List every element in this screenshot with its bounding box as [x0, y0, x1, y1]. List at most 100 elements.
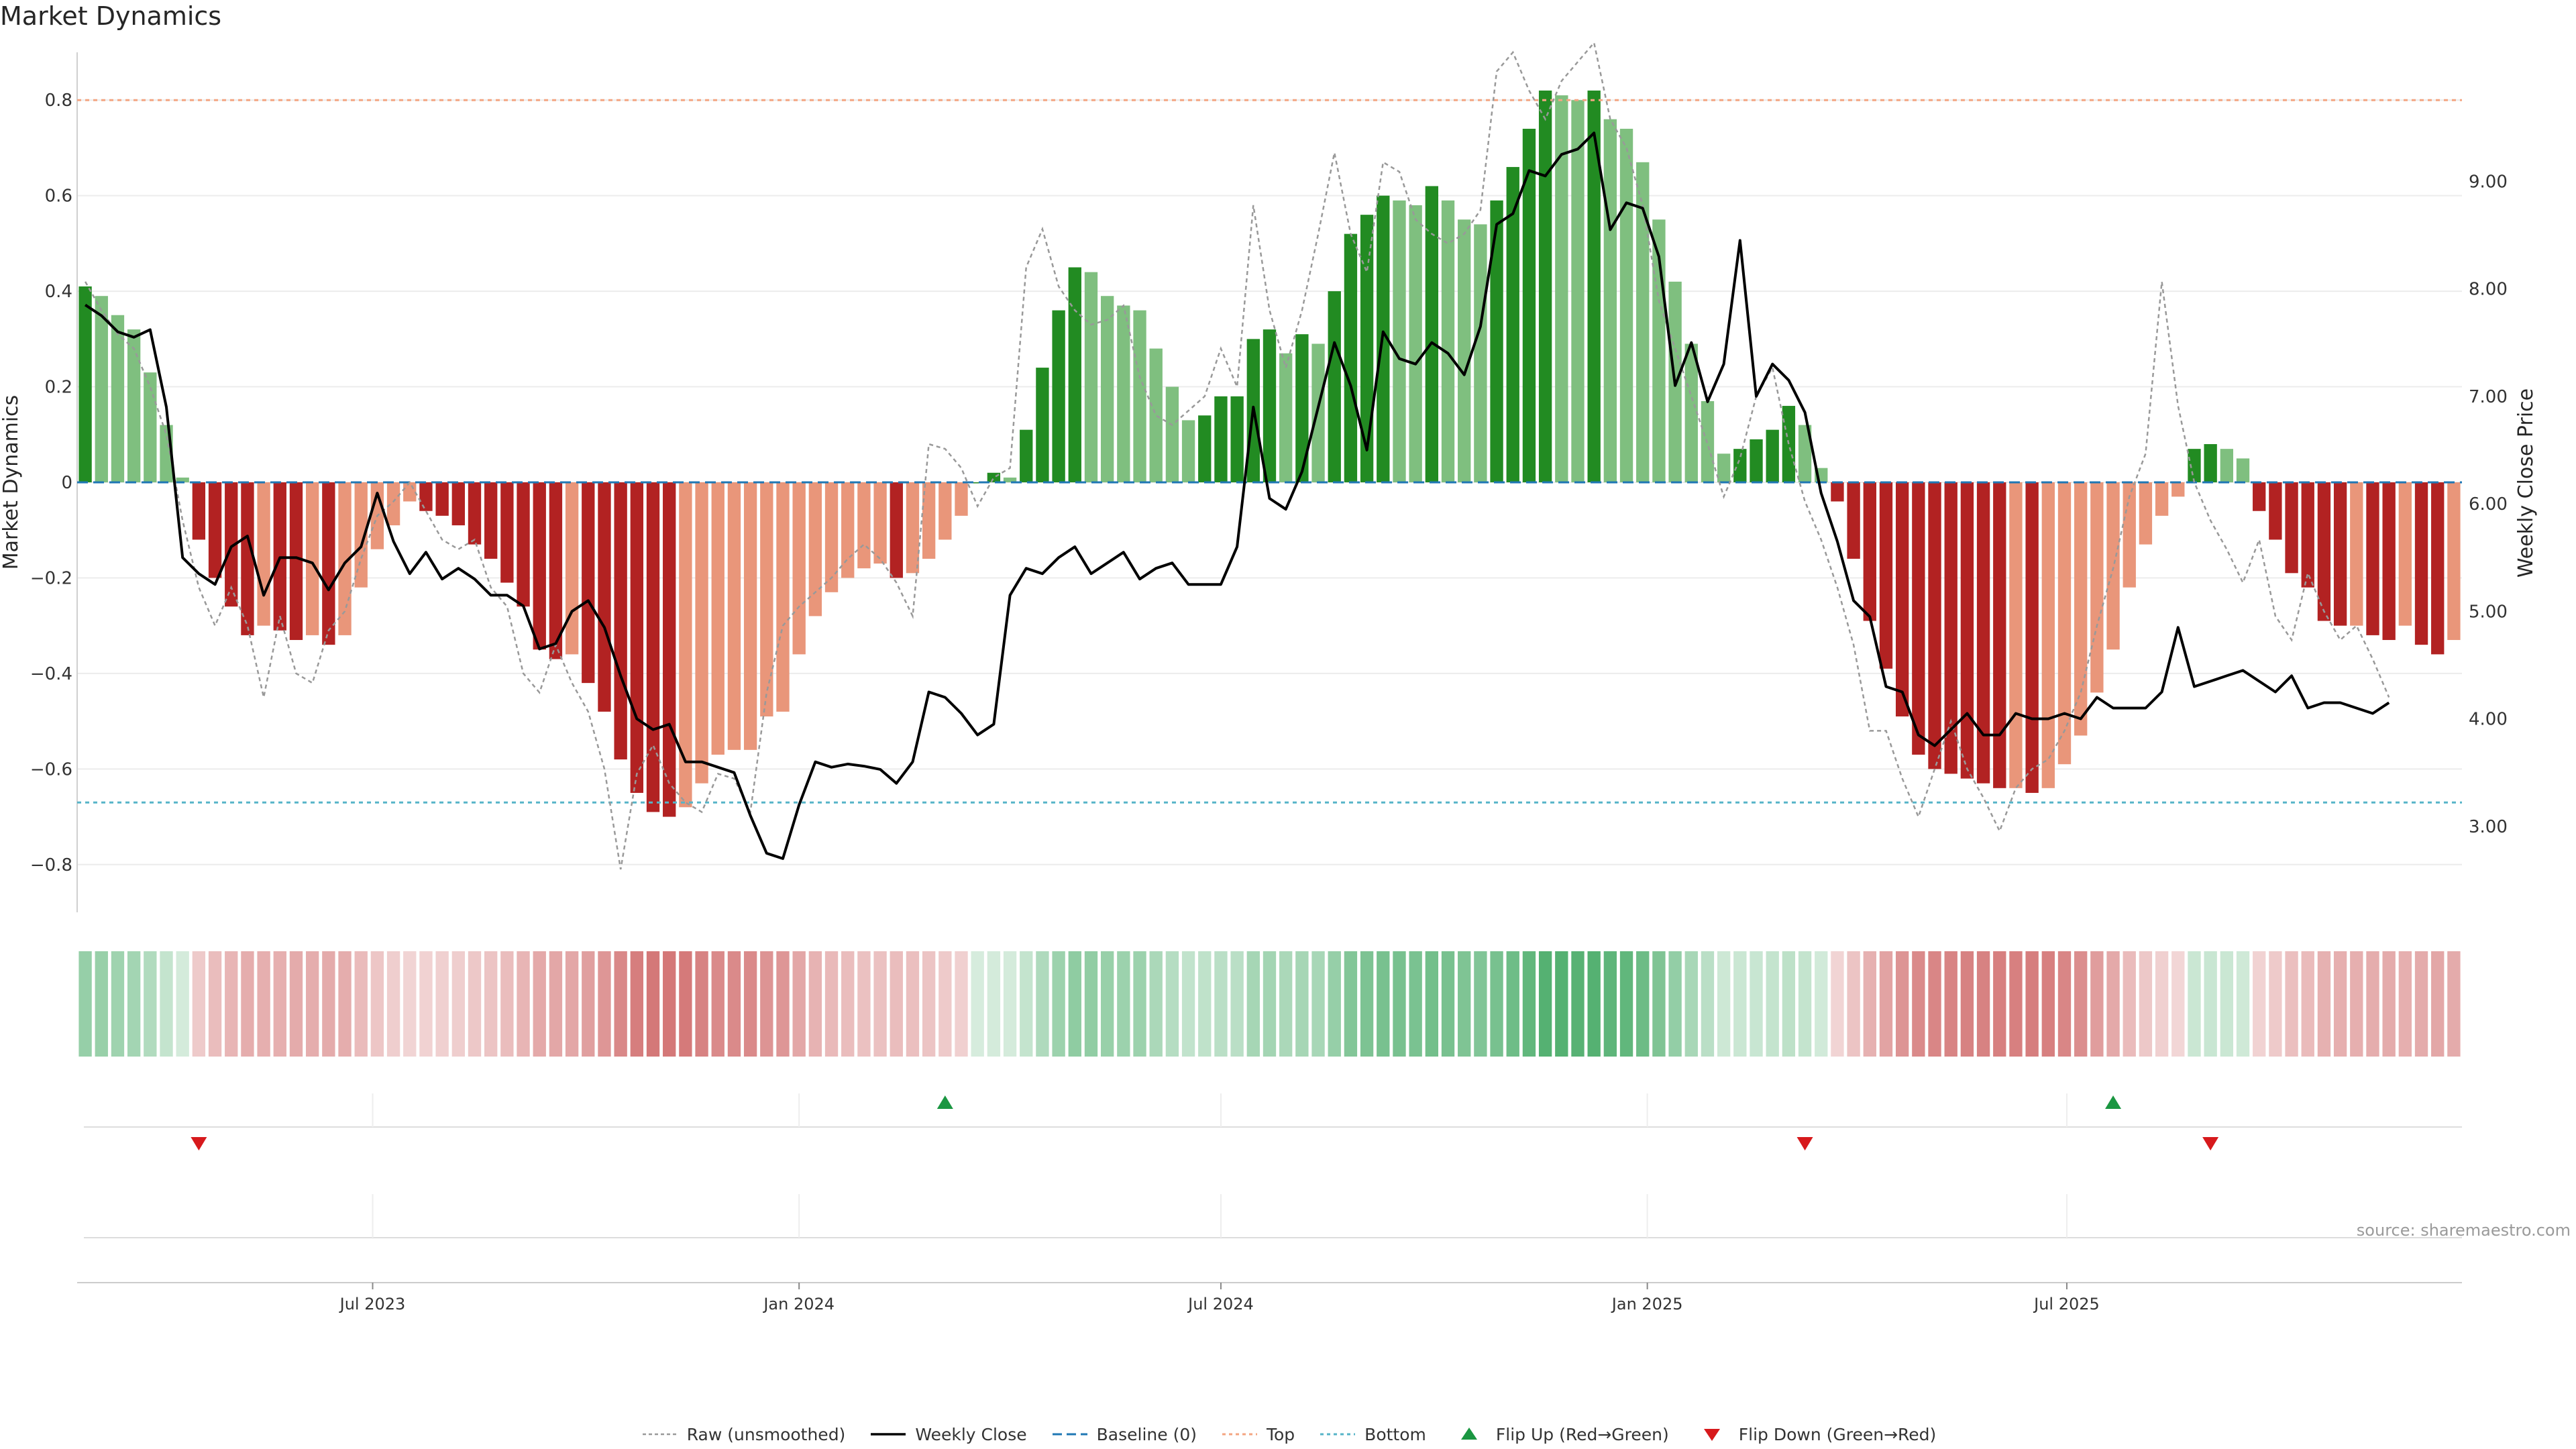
dynamics-bar	[1490, 200, 1503, 482]
dynamics-bar	[95, 296, 108, 482]
dynamics-bar	[1165, 386, 1179, 482]
heat-strip-cell	[987, 951, 1001, 1057]
dynamics-bar	[1052, 310, 1065, 482]
dynamics-bar	[144, 372, 157, 482]
heat-strip-cell	[2317, 951, 2331, 1057]
heat-strip-cell	[1230, 951, 1244, 1057]
heat-strip-cell	[890, 951, 903, 1057]
heat-strip-cell	[922, 951, 936, 1057]
legend-symbol-flipdown	[1703, 1429, 1720, 1441]
axes: −0.8 −0.6 −0.4 −0.2 0 0.2 0.4 0.6 0.8 3.00 4.00 5.0…	[0, 52, 2538, 912]
legend-symbol-bottom	[1320, 1433, 1356, 1436]
heat-strip-cell	[955, 951, 968, 1057]
legend-label: Top	[1266, 1424, 1295, 1444]
dynamics-bar	[2204, 444, 2217, 482]
heat-strip-cell	[2204, 951, 2217, 1057]
dynamics-bar	[1684, 343, 1698, 482]
dynamics-bar	[1198, 415, 1212, 482]
dynamics-bar	[2333, 482, 2347, 626]
heat-strip-cell	[2285, 951, 2298, 1057]
dynamics-bar	[111, 315, 125, 482]
heat-strip-cell	[2236, 951, 2250, 1057]
dynamics-bar	[1068, 267, 1081, 482]
heat-strip-cell	[1879, 951, 1893, 1057]
legend-item-flipdown: Flip Down (Green→Red)	[1692, 1424, 1937, 1444]
dynamics-bar	[1798, 425, 1812, 482]
heat-strip-cell	[1587, 951, 1601, 1057]
heat-strip-cell	[695, 951, 708, 1057]
heat-strip-cell	[1133, 951, 1146, 1057]
dynamics-bar	[1619, 128, 1633, 482]
heat-strip-cell	[1652, 951, 1666, 1057]
dynamics-bar	[1912, 482, 1925, 755]
dynamics-bar	[614, 482, 627, 760]
dynamics-bar	[857, 482, 871, 569]
legend-symbol-close	[871, 1433, 906, 1436]
y-tick-label: −0.6	[30, 759, 72, 780]
heat-strip-cell	[2333, 951, 2347, 1057]
heat-strip-cell	[1750, 951, 1763, 1057]
heat-strip-cell	[760, 951, 773, 1057]
heat-strip-cell	[1863, 951, 1876, 1057]
dynamics-bar	[2106, 482, 2120, 650]
dynamics-bar	[2269, 482, 2282, 540]
heat-strip-cell	[1619, 951, 1633, 1057]
heat-strip-cell	[792, 951, 806, 1057]
dynamics-bar	[1506, 166, 1519, 482]
heat-strip-cell	[2057, 951, 2072, 1057]
heat-strip-cell	[1782, 951, 1796, 1057]
heat-strip-cell	[906, 951, 920, 1057]
flip-up-marker	[936, 1095, 953, 1109]
dynamics-bar	[1214, 396, 1228, 482]
heat-strip-cell	[144, 951, 157, 1057]
dynamics-bar	[2414, 482, 2428, 645]
heat-strip-cell	[517, 951, 530, 1057]
dynamics-bar	[1766, 429, 1779, 482]
heat-strip-cell	[663, 951, 676, 1057]
dynamics-bar	[1100, 296, 1114, 482]
dynamics-bar	[922, 482, 936, 559]
heat-strip-cell	[2188, 951, 2201, 1057]
dynamics-bar	[1344, 233, 1358, 482]
heat-strip-cell	[2009, 951, 2023, 1057]
heat-strip-cell	[1311, 951, 1325, 1057]
dynamics-bar	[1474, 224, 1487, 482]
heat-strip-cell	[1084, 951, 1098, 1057]
heat-strip-cell	[468, 951, 482, 1057]
legend-label: Bottom	[1364, 1424, 1426, 1444]
heat-strip-cell	[1733, 951, 1747, 1057]
dynamics-bar	[192, 482, 206, 540]
dynamics-bar	[2041, 482, 2055, 788]
x-tick-label: Jan 2025	[1611, 1295, 1683, 1313]
dynamics-bars	[78, 90, 2461, 817]
y2-tick-label: 7.00	[2469, 387, 2508, 407]
heat-strip-cell	[1555, 951, 1568, 1057]
dynamics-bar	[517, 482, 530, 607]
heat-strip-cell	[1377, 951, 1390, 1057]
dynamics-bar	[549, 482, 563, 659]
heat-strip-cell	[403, 951, 417, 1057]
heat-strip-cell	[1214, 951, 1228, 1057]
dynamics-bar	[727, 482, 741, 750]
dynamics-bar	[225, 482, 238, 607]
heat-strip-cell	[776, 951, 790, 1057]
dynamics-bar	[2382, 482, 2396, 641]
dynamics-bar	[1311, 343, 1325, 482]
flip-down-marker	[2202, 1137, 2219, 1150]
heat-strip-cell	[938, 951, 952, 1057]
y2-tick-label: 9.00	[2469, 172, 2508, 192]
dynamics-bar	[646, 482, 660, 812]
legend-label: Flip Down (Green→Red)	[1738, 1424, 1937, 1444]
dynamics-bar	[743, 482, 757, 750]
heat-strip-cell	[1798, 951, 1812, 1057]
source-note: source: sharemaestro.com	[2356, 1221, 2571, 1240]
dynamics-bar	[582, 482, 595, 684]
flip-up-marker	[2105, 1095, 2122, 1109]
dynamics-bar	[176, 477, 189, 482]
heat-strip-cell	[1603, 951, 1617, 1057]
x-tick-label: Jul 2024	[1187, 1295, 1254, 1313]
dynamics-bar	[2009, 482, 2023, 788]
dynamics-bar	[1003, 477, 1017, 482]
heat-strip-cell	[273, 951, 286, 1057]
